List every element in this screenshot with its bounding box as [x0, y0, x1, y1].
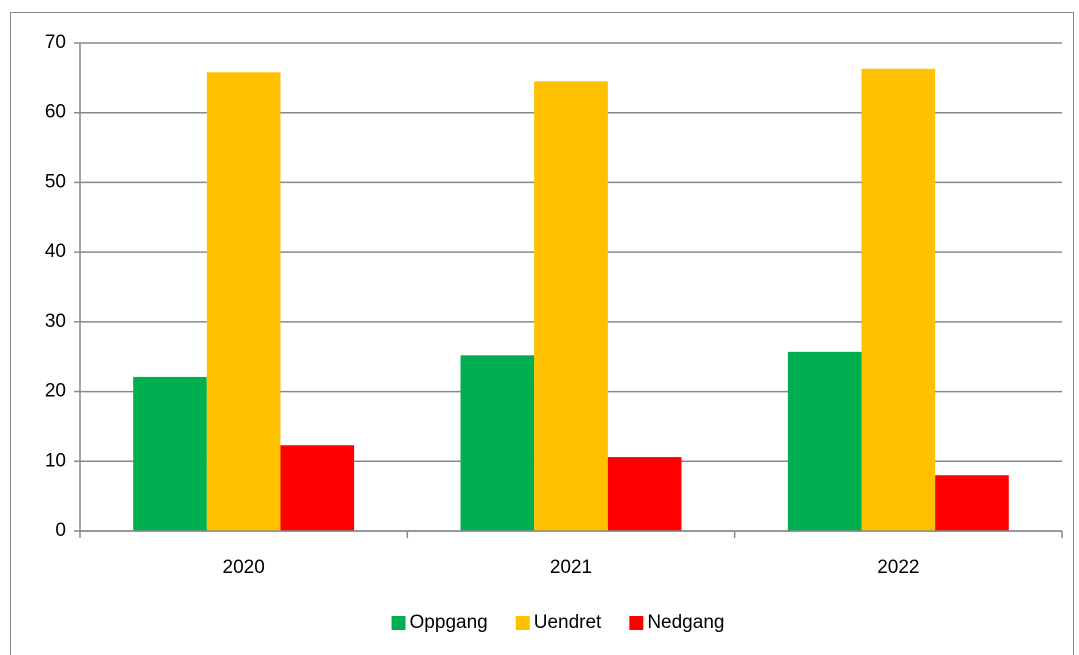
- bar: [607, 457, 682, 531]
- bar: [206, 72, 281, 531]
- bar: [133, 376, 207, 531]
- x-tick-label: 2020: [223, 557, 265, 578]
- bar: [861, 68, 936, 532]
- y-tick-label: 70: [45, 32, 66, 53]
- bar: [787, 351, 862, 531]
- bar: [460, 355, 535, 531]
- legend-label: Oppgang: [410, 612, 488, 633]
- bar: [280, 445, 355, 531]
- y-tick-label: 60: [45, 102, 66, 123]
- legend-swatch: [515, 616, 530, 630]
- y-tick-label: 20: [45, 381, 66, 402]
- y-tick-label: 30: [45, 311, 66, 332]
- y-tick-label: 10: [45, 450, 66, 471]
- bar: [534, 81, 608, 531]
- bar: [935, 475, 1009, 531]
- legend-label: Nedgang: [647, 612, 724, 633]
- y-tick-label: 50: [45, 171, 66, 192]
- x-tick-label: 2022: [877, 557, 919, 578]
- legend-swatch: [629, 616, 644, 630]
- legend-swatch: [391, 616, 406, 630]
- x-tick-label: 2021: [550, 557, 592, 578]
- y-tick-label: 40: [45, 241, 66, 262]
- legend-label: Uendret: [534, 612, 602, 633]
- y-tick-label: 0: [55, 520, 66, 541]
